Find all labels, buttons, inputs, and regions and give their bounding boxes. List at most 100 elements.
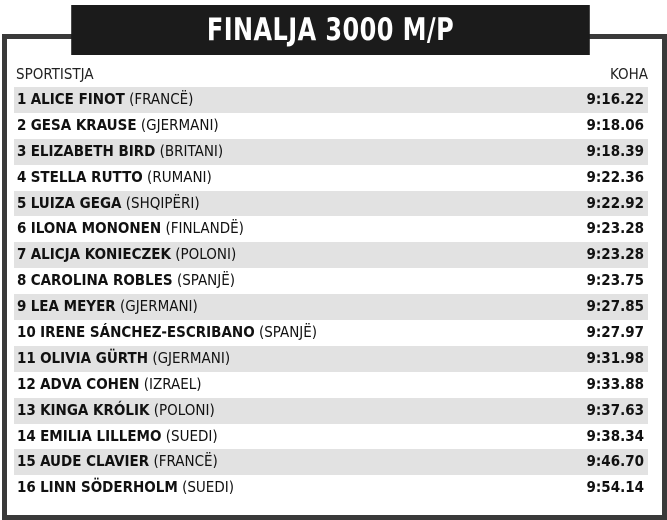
rank-number: 6 <box>17 219 27 238</box>
athlete-country: (POLONI) <box>175 245 237 264</box>
finish-time: 9:23.28 <box>586 245 644 264</box>
rank-number: 7 <box>17 245 27 264</box>
table-row: 3 ELIZABETH BIRD (BRITANI) 9:18.39 <box>14 138 648 165</box>
rank-number: 12 <box>17 374 36 393</box>
athlete-country: (SHQIPËRI) <box>125 193 200 212</box>
athlete-country: (SUEDI) <box>182 478 234 497</box>
finish-time: 9:22.36 <box>586 167 644 186</box>
athlete-name: OLIVIA GÜRTH <box>40 348 149 367</box>
athlete-cell: 2 GESA KRAUSE (GJERMANI) <box>17 113 219 139</box>
athlete-name: GESA KRAUSE <box>30 115 137 134</box>
athlete-name: ILONA MONONEN <box>30 219 162 238</box>
athlete-country: (SUEDI) <box>165 426 218 445</box>
athlete-country: (BRITANI) <box>159 141 224 160</box>
results-table: 1 ALICE FINOT (FRANCË) 9:16.22 2 GESA KRAU… <box>14 87 648 501</box>
athlete-cell: 15 AUDE CLAVIER (FRANCË) <box>17 449 218 475</box>
athlete-country: (RUMANI) <box>147 167 212 186</box>
athlete-cell: 13 KINGA KRÓLIK (POLONI) <box>17 398 215 424</box>
table-row: 1 ALICE FINOT (FRANCË) 9:16.22 <box>14 87 648 113</box>
table-row: 10 IRENE SÁNCHEZ-ESCRIBANO (SPANJË) 9:27.… <box>14 320 648 346</box>
rank-number: 8 <box>17 271 27 290</box>
table-row: 6 ILONA MONONEN (FINLANDË) 9:23.28 <box>14 216 648 242</box>
column-header-athlete: SPORTISTJA <box>16 65 94 83</box>
rank-number: 5 <box>17 193 27 212</box>
athlete-name: ELIZABETH BIRD <box>30 141 156 160</box>
athlete-name: KINGA KRÓLIK <box>40 400 150 419</box>
athlete-country: (SPANJË) <box>176 271 236 290</box>
rank-number: 16 <box>17 478 36 497</box>
athlete-name: LINN SÖDERHOLM <box>40 478 178 497</box>
athlete-name: STELLA RUTTO <box>30 167 143 186</box>
athlete-cell: 8 CAROLINA ROBLES (SPANJË) <box>17 268 235 294</box>
rank-number: 3 <box>17 141 27 160</box>
athlete-cell: 1 ALICE FINOT (FRANCË) <box>17 87 193 113</box>
athlete-country: (SPANJË) <box>258 323 318 342</box>
rank-number: 11 <box>17 348 36 367</box>
athlete-country: (IZRAEL) <box>143 374 202 393</box>
page-title: FINALJA 3000 M/P <box>71 5 590 55</box>
finish-time: 9:16.22 <box>586 90 644 108</box>
rank-number: 14 <box>17 426 36 445</box>
table-row: 9 LEA MEYER (GJERMANI) 9:27.85 <box>14 294 648 321</box>
finish-time: 9:22.92 <box>586 193 644 212</box>
table-row: 8 CAROLINA ROBLES (SPANJË) 9:23.75 <box>14 268 648 294</box>
athlete-cell: 4 STELLA RUTTO (RUMANI) <box>17 165 212 191</box>
athlete-country: (FRANCË) <box>129 90 194 108</box>
finish-time: 9:37.63 <box>586 400 644 419</box>
rank-number: 1 <box>17 90 27 108</box>
athlete-name: IRENE SÁNCHEZ-ESCRIBANO <box>40 323 255 342</box>
athlete-name: AUDE CLAVIER <box>40 452 150 471</box>
rank-number: 4 <box>17 167 27 186</box>
finish-time: 9:33.88 <box>586 374 644 393</box>
finish-time: 9:27.85 <box>586 297 644 316</box>
athlete-name: ADVA COHEN <box>40 374 140 393</box>
finish-time: 9:27.97 <box>586 323 644 342</box>
athlete-cell: 12 ADVA COHEN (IZRAEL) <box>17 372 202 398</box>
athlete-name: ALICE FINOT <box>30 90 125 108</box>
table-row: 7 ALICJA KONIECZEK (POLONI) 9:23.28 <box>14 242 648 269</box>
athlete-cell: 7 ALICJA KONIECZEK (POLONI) <box>17 242 236 268</box>
athlete-country: (GJERMANI) <box>152 348 231 367</box>
athlete-name: CAROLINA ROBLES <box>30 271 173 290</box>
table-row: 2 GESA KRAUSE (GJERMANI) 9:18.06 <box>14 113 648 139</box>
athlete-country: (POLONI) <box>153 400 215 419</box>
athlete-country: (GJERMANI) <box>140 115 219 134</box>
finish-time: 9:38.34 <box>586 426 644 445</box>
table-row: 16 LINN SÖDERHOLM (SUEDI) 9:54.14 <box>14 475 648 501</box>
athlete-cell: 16 LINN SÖDERHOLM (SUEDI) <box>17 475 234 501</box>
athlete-name: EMILIA LILLEMO <box>40 426 162 445</box>
rank-number: 9 <box>17 297 27 316</box>
column-header-time: KOHA <box>609 65 648 83</box>
table-row: 11 OLIVIA GÜRTH (GJERMANI) 9:31.98 <box>14 345 648 372</box>
athlete-country: (FRANCË) <box>153 452 218 471</box>
athlete-cell: 9 LEA MEYER (GJERMANI) <box>17 294 198 320</box>
table-row: 13 KINGA KRÓLIK (POLONI) 9:37.63 <box>14 397 648 424</box>
table-row: 14 EMILIA LILLEMO (SUEDI) 9:38.34 <box>14 424 648 450</box>
athlete-cell: 14 EMILIA LILLEMO (SUEDI) <box>17 424 218 450</box>
rank-number: 10 <box>17 323 36 342</box>
athlete-country: (GJERMANI) <box>119 297 198 316</box>
rank-number: 2 <box>17 115 27 134</box>
finish-time: 9:23.75 <box>586 271 644 290</box>
finish-time: 9:23.28 <box>586 219 644 238</box>
athlete-name: LEA MEYER <box>30 297 116 316</box>
table-row: 15 AUDE CLAVIER (FRANCË) 9:46.70 <box>14 449 648 476</box>
finish-time: 9:46.70 <box>586 452 644 471</box>
finish-time: 9:18.06 <box>586 115 644 134</box>
athlete-cell: 6 ILONA MONONEN (FINLANDË) <box>17 216 244 242</box>
finish-time: 9:54.14 <box>586 478 644 497</box>
athlete-cell: 11 OLIVIA GÜRTH (GJERMANI) <box>17 346 230 372</box>
athlete-cell: 5 LUIZA GEGA (SHQIPËRI) <box>17 191 200 217</box>
rank-number: 15 <box>17 452 36 471</box>
athlete-country: (FINLANDË) <box>165 219 244 238</box>
athlete-name: LUIZA GEGA <box>30 193 122 212</box>
athlete-name: ALICJA KONIECZEK <box>30 245 171 264</box>
finish-time: 9:18.39 <box>586 141 644 160</box>
table-row: 5 LUIZA GEGA (SHQIPËRI) 9:22.92 <box>14 190 648 217</box>
table-row: 12 ADVA COHEN (IZRAEL) 9:33.88 <box>14 372 648 398</box>
finish-time: 9:31.98 <box>586 348 644 367</box>
rank-number: 13 <box>17 400 36 419</box>
table-header: SPORTISTJA KOHA <box>16 65 648 85</box>
athlete-cell: 3 ELIZABETH BIRD (BRITANI) <box>17 139 223 165</box>
results-frame <box>2 34 667 520</box>
